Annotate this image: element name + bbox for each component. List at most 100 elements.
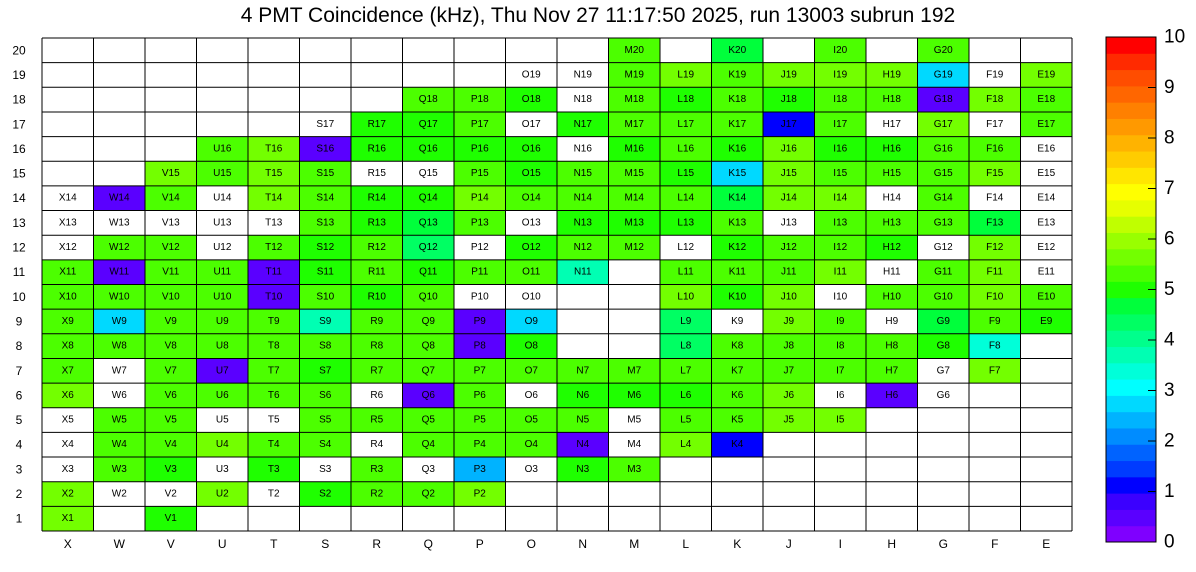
cell-Q12 xyxy=(402,235,454,260)
cell-U11 xyxy=(196,259,248,285)
cell-I9 xyxy=(814,309,866,334)
cell-N3 xyxy=(557,457,609,482)
cell-label-X13: X13 xyxy=(59,217,77,228)
cell-label-N3: N3 xyxy=(576,464,589,475)
cell-label-M3: M3 xyxy=(627,464,641,475)
cell-S8 xyxy=(299,333,351,359)
cell-label-Q4: Q4 xyxy=(422,439,436,450)
cell-G6 xyxy=(917,383,969,408)
cell-X4 xyxy=(42,432,94,458)
cell-G11 xyxy=(917,259,969,285)
cell-label-V10: V10 xyxy=(162,291,180,302)
cell-X14 xyxy=(42,185,94,211)
cell-S4 xyxy=(299,432,351,458)
cell-F11 xyxy=(969,259,1021,285)
color-scale-segment xyxy=(1106,232,1156,250)
cell-H12 xyxy=(866,235,918,260)
cell-V7 xyxy=(145,358,197,384)
cell-label-L6: L6 xyxy=(680,390,692,401)
cell-K13 xyxy=(711,210,763,236)
cell-T11 xyxy=(248,259,300,285)
cell-label-J11: J11 xyxy=(781,267,797,278)
cell-label-N14: N14 xyxy=(574,193,593,204)
cell-G13 xyxy=(917,210,969,236)
cell-label-R2: R2 xyxy=(370,489,383,500)
cell-label-Q11: Q11 xyxy=(419,267,438,278)
cell-label-X6: X6 xyxy=(62,390,75,401)
cell-label-P12: P12 xyxy=(471,242,489,253)
cell-H17 xyxy=(866,111,918,137)
cell-label-V2: V2 xyxy=(165,489,178,500)
cell-label-N19: N19 xyxy=(574,69,593,80)
cell-label-M5: M5 xyxy=(627,415,641,426)
cell-H16 xyxy=(866,136,918,162)
cell-L11 xyxy=(660,259,712,285)
color-scale-segment xyxy=(1106,199,1156,217)
cell-label-M18: M18 xyxy=(625,94,645,105)
cell-label-N12: N12 xyxy=(574,242,593,253)
cell-label-G7: G7 xyxy=(937,365,951,376)
cell-label-Q17: Q17 xyxy=(419,119,438,130)
cell-label-U2: U2 xyxy=(216,489,229,500)
cell-label-X2: X2 xyxy=(62,489,75,500)
cell-G15 xyxy=(917,161,969,186)
color-scale-segment xyxy=(1106,476,1156,494)
cell-label-S3: S3 xyxy=(319,464,332,475)
cell-label-J17: J17 xyxy=(781,119,798,130)
cell-O13 xyxy=(505,210,557,236)
cell-label-V15: V15 xyxy=(162,168,180,179)
cell-label-O19: O19 xyxy=(522,69,541,80)
cell-label-X5: X5 xyxy=(62,415,75,426)
cell-Q3 xyxy=(402,457,454,482)
cell-label-J19: J19 xyxy=(781,69,798,80)
cell-S14 xyxy=(299,185,351,211)
cell-L17 xyxy=(660,111,712,137)
cell-label-T11: T11 xyxy=(266,267,283,278)
cell-T2 xyxy=(248,481,300,507)
cell-label-O6: O6 xyxy=(525,390,539,401)
color-scale-segment xyxy=(1106,183,1156,201)
y-tick-label: 14 xyxy=(12,191,26,205)
cell-N7 xyxy=(557,358,609,384)
cell-label-O5: O5 xyxy=(525,415,539,426)
cell-label-Q10: Q10 xyxy=(419,291,438,302)
cell-M3 xyxy=(608,457,660,482)
color-scale-segment xyxy=(1106,525,1156,543)
cell-label-R16: R16 xyxy=(368,143,387,154)
cell-label-T8: T8 xyxy=(268,341,280,352)
cell-F7 xyxy=(969,358,1021,384)
cell-R2 xyxy=(351,481,403,507)
cell-S16 xyxy=(299,136,351,162)
color-scale-segment xyxy=(1106,151,1156,168)
color-scale-segment xyxy=(1106,395,1156,413)
cell-label-T3: T3 xyxy=(268,464,280,475)
cell-label-V11: V11 xyxy=(162,267,179,278)
cell-T3 xyxy=(248,457,300,482)
cell-X1 xyxy=(42,506,94,531)
cell-label-W12: W12 xyxy=(109,242,130,253)
cell-G12 xyxy=(917,235,969,260)
cell-W10 xyxy=(93,284,145,310)
x-tick-label: O xyxy=(527,537,536,551)
cell-label-W2: W2 xyxy=(112,489,127,500)
cell-label-R3: R3 xyxy=(370,464,383,475)
cell-label-G11: G11 xyxy=(934,267,953,278)
color-scale-label: 3 xyxy=(1164,380,1175,401)
cell-F13 xyxy=(969,210,1021,236)
cell-label-U4: U4 xyxy=(216,439,229,450)
cell-O9 xyxy=(505,309,557,334)
cell-U15 xyxy=(196,161,248,186)
cell-label-G17: G17 xyxy=(934,119,953,130)
cell-label-J8: J8 xyxy=(783,341,794,352)
cell-label-K19: K19 xyxy=(728,69,746,80)
cell-V1 xyxy=(145,506,197,531)
x-tick-label: V xyxy=(167,537,175,551)
cell-F15 xyxy=(969,161,1021,186)
cell-X9 xyxy=(42,309,94,334)
x-tick-label: P xyxy=(476,537,484,551)
cell-label-M15: M15 xyxy=(625,168,645,179)
cell-label-N17: N17 xyxy=(574,119,593,130)
cell-label-E14: E14 xyxy=(1037,193,1055,204)
cell-E12 xyxy=(1020,235,1072,260)
cell-K20 xyxy=(711,38,763,63)
